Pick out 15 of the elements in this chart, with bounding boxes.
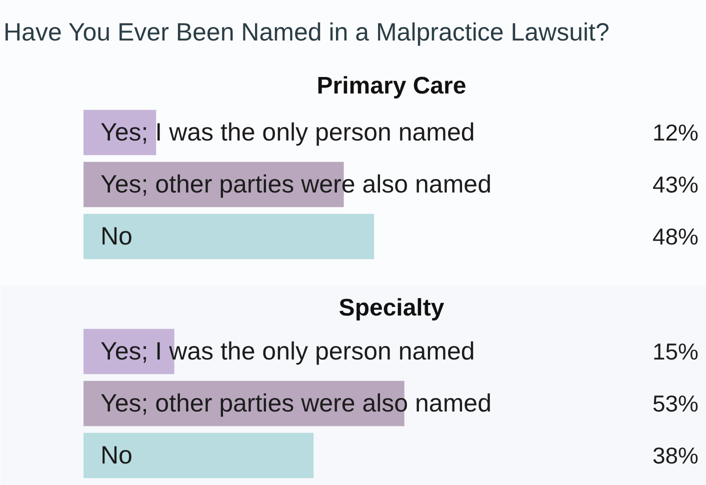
chart-title: Specialty: [338, 294, 445, 322]
y-tick-label: Yes; I was the only person named: [100, 338, 475, 366]
data-label: 12%: [652, 120, 699, 146]
chart-subtitle: Primary Care: [316, 72, 466, 100]
y-tick-label: Yes; I was the only person named: [100, 118, 475, 146]
data-label: 53%: [652, 390, 699, 416]
data-label: 43%: [652, 172, 699, 198]
y-tick-label: Yes; other parties were also named: [100, 170, 492, 198]
y-tick-label: Yes; other parties were also named: [100, 390, 492, 418]
y-tick-label: No: [100, 222, 132, 250]
data-label: 48%: [652, 224, 699, 250]
data-label: 15%: [652, 338, 699, 364]
chart-title: Have You Ever Been Named in a Malpractice Lawsuit?: [4, 18, 610, 46]
y-tick-label: No: [100, 442, 132, 470]
data-label: 38%: [652, 442, 699, 468]
